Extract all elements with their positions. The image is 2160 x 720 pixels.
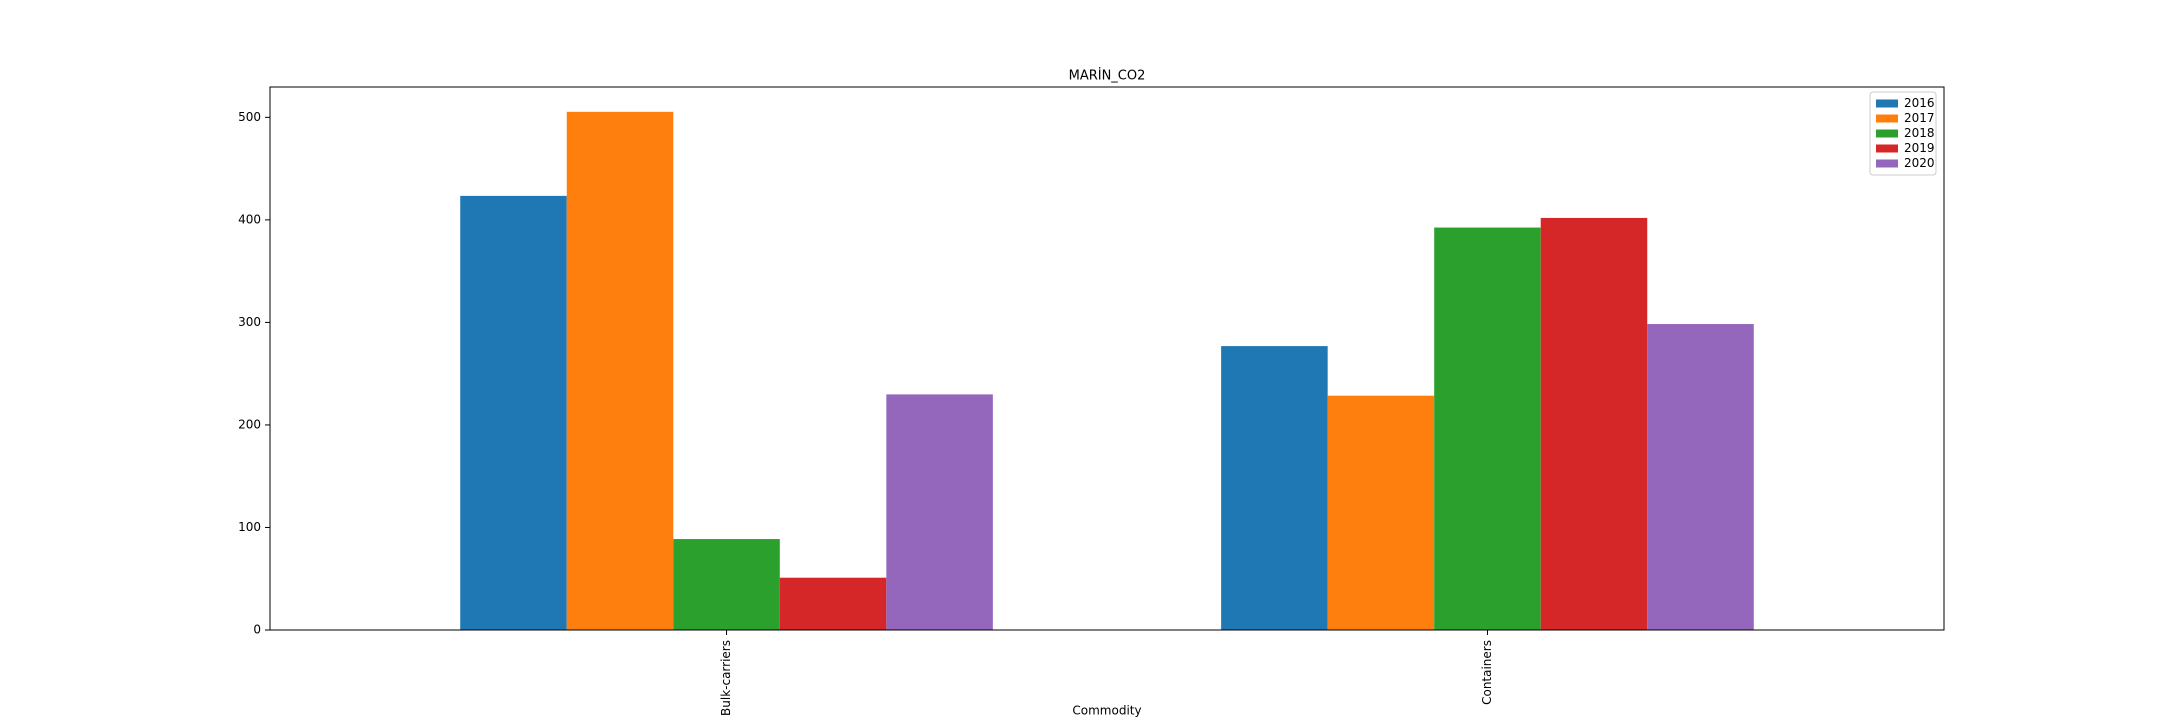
bar bbox=[1540, 217, 1648, 630]
bar bbox=[673, 539, 780, 630]
bar bbox=[1434, 227, 1541, 631]
bar bbox=[1647, 324, 1754, 630]
legend-label: 2020 bbox=[1904, 156, 1935, 170]
bar bbox=[460, 195, 567, 630]
bar bbox=[566, 111, 674, 630]
y-tick-label: 500 bbox=[238, 110, 261, 124]
plot-frame bbox=[269, 86, 1945, 631]
bar bbox=[886, 394, 993, 630]
legend-label: 2017 bbox=[1904, 111, 1935, 125]
legend-label: 2018 bbox=[1904, 126, 1935, 140]
y-tick-label: 0 bbox=[253, 623, 261, 637]
bar bbox=[1327, 395, 1435, 630]
y-tick-label: 200 bbox=[238, 417, 261, 431]
legend-swatch bbox=[1876, 99, 1898, 108]
y-tick-label: 400 bbox=[238, 212, 261, 226]
bar bbox=[779, 577, 887, 630]
legend-swatch bbox=[1876, 129, 1898, 138]
x-tick-label: Bulk-carriers bbox=[719, 640, 733, 716]
legend-swatch bbox=[1876, 114, 1898, 123]
bar bbox=[1221, 346, 1328, 630]
y-tick-label: 300 bbox=[238, 315, 261, 329]
legend-box bbox=[1869, 91, 1937, 176]
legend-swatch bbox=[1876, 144, 1898, 153]
x-axis-label: Commodity bbox=[1072, 704, 1141, 718]
x-tick-label: Containers bbox=[1480, 640, 1494, 705]
legend-swatch bbox=[1876, 159, 1898, 168]
chart-title: MARİN_CO2 bbox=[1069, 68, 1146, 84]
y-tick-label: 100 bbox=[238, 520, 261, 534]
legend-label: 2019 bbox=[1904, 141, 1935, 155]
legend-label: 2016 bbox=[1904, 96, 1935, 110]
